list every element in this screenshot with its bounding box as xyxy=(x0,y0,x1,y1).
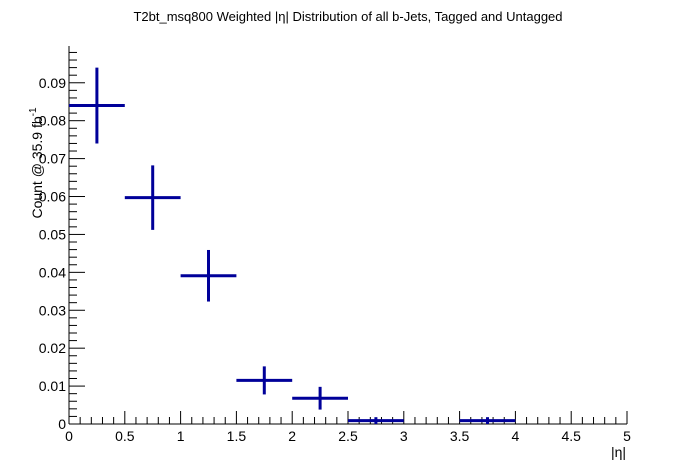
y-axis-label-text: Count @ 35.9 fb xyxy=(29,116,45,218)
x-tick-label: 0.5 xyxy=(115,428,135,444)
axes xyxy=(68,46,627,425)
y-axis-label-superscript: -1 xyxy=(28,107,39,116)
y-tick-label: 0.01 xyxy=(39,378,66,394)
x-axis-label: |η| xyxy=(611,444,626,460)
x-tick-label: 5 xyxy=(623,428,631,444)
x-tick-label: 3.5 xyxy=(450,428,470,444)
y-axis-label: Count @ 35.9 fb-1 xyxy=(28,107,45,219)
x-tick-label: 2 xyxy=(288,428,296,444)
y-tick-label: 0.03 xyxy=(39,302,66,318)
data-point xyxy=(180,249,237,302)
tick-labels: 0 0.5 1 1.5 2 2.5 3 3.5 4 4.5 5 0 0.01 0.02 0.03 0.04 0.… xyxy=(39,75,631,444)
data-points xyxy=(69,67,516,424)
y-tick-label: 0.02 xyxy=(39,340,66,356)
y-tick-label: 0.04 xyxy=(39,264,66,280)
y-tick-label: 0.07 xyxy=(39,151,66,167)
y-tick-label: 0 xyxy=(58,416,66,432)
x-tick-label: 3 xyxy=(400,428,408,444)
y-tick-label: 0.05 xyxy=(39,226,66,242)
x-tick-label: 0 xyxy=(65,428,73,444)
data-point xyxy=(69,67,125,144)
x-tick-label: 1 xyxy=(177,428,185,444)
x-tick-label: 4 xyxy=(512,428,520,444)
y-tick-label: 0.06 xyxy=(39,189,66,205)
data-point xyxy=(236,366,293,395)
x-tick-label: 2.5 xyxy=(338,428,358,444)
x-tick-label: 4.5 xyxy=(561,428,581,444)
svg-text:Count @ 35.9 fb-1: Count @ 35.9 fb-1 xyxy=(28,107,45,219)
x-tick-label: 1.5 xyxy=(227,428,247,444)
data-point xyxy=(459,417,516,424)
data-point xyxy=(292,386,348,410)
data-point xyxy=(124,165,181,230)
y-tick-label: 0.09 xyxy=(39,75,66,91)
ticks xyxy=(68,51,628,425)
chart-title: T2bt_msq800 Weighted |η| Distribution of… xyxy=(133,9,562,24)
y-tick-label: 0.08 xyxy=(39,113,66,129)
data-point xyxy=(348,417,404,424)
